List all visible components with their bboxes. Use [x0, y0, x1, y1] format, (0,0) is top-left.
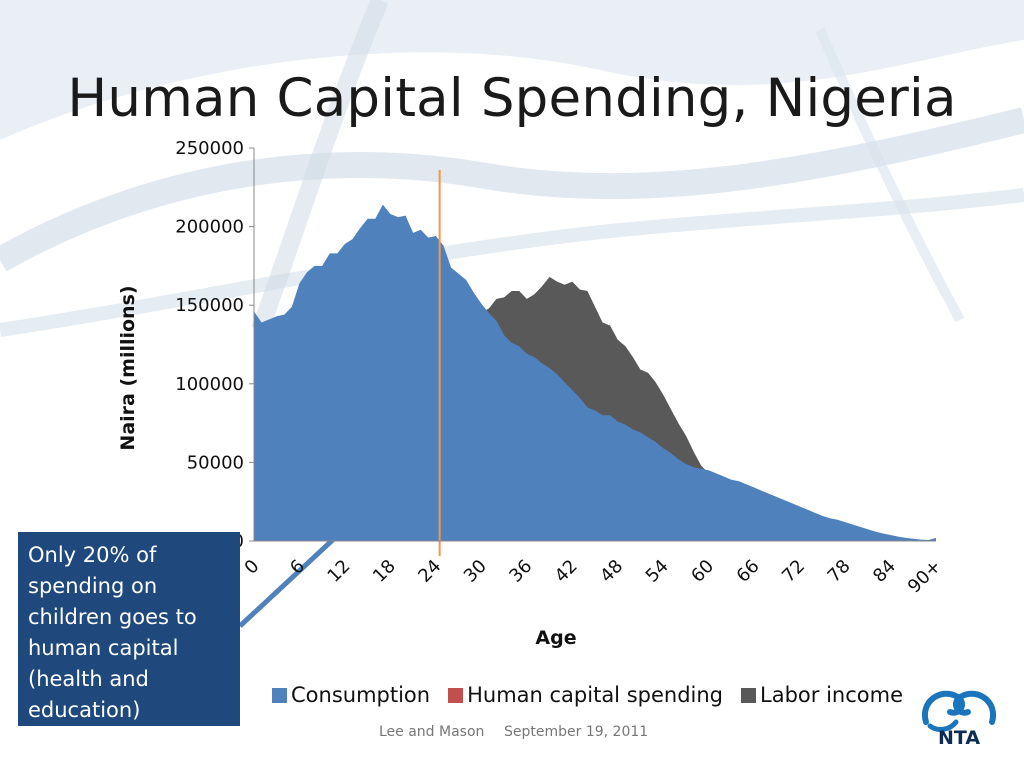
- y-tick-label: 100000: [175, 374, 244, 395]
- callout-text: Only 20% of spending on children goes to…: [28, 543, 197, 722]
- x-tick-label: 0: [241, 556, 264, 579]
- legend-label-consumption: Consumption: [291, 683, 431, 707]
- y-tick-labels: 050000100000150000200000250000: [175, 138, 254, 552]
- legend-label-human-capital: Human capital spending: [467, 683, 724, 707]
- x-tick-label: 30: [460, 556, 491, 587]
- area-consumption: [254, 204, 936, 542]
- footer-author: Lee and Mason: [379, 724, 485, 740]
- y-tick-label: 200000: [175, 217, 244, 238]
- nta-logo-icon: NTA: [921, 690, 997, 748]
- chart-axes: [253, 148, 936, 542]
- logo-text: NTA: [938, 727, 980, 748]
- x-tick-label: 90+: [904, 556, 946, 598]
- x-tick-label: 54: [642, 556, 673, 587]
- legend-swatch-labor-income: [741, 687, 757, 703]
- y-tick-label: 250000: [175, 138, 244, 159]
- legend-swatch-human-capital: [448, 687, 464, 703]
- x-tick-label: 48: [596, 556, 627, 587]
- x-tick-label: 60: [687, 556, 718, 587]
- y-tick-label: 150000: [175, 295, 244, 316]
- x-tick-label: 78: [824, 556, 855, 587]
- chart-legend: Consumption Human capital spending Labor…: [272, 683, 903, 707]
- y-tick-label: 50000: [187, 452, 244, 473]
- x-tick-label: 18: [369, 556, 400, 587]
- x-tick-label: 6: [286, 556, 309, 579]
- x-axis-title: Age: [535, 627, 576, 649]
- legend-item-human-capital: Human capital spending: [448, 683, 723, 707]
- callout-box: Only 20% of spending on children goes to…: [18, 532, 240, 726]
- legend-item-labor-income: Labor income: [741, 683, 903, 707]
- x-tick-labels: 0 6 12 18 24 30 36 42 48 54 60 66 72 78 84 90+: [241, 556, 946, 598]
- y-axis-title: Naira (millions): [117, 285, 139, 450]
- callout-arrow: [238, 533, 340, 628]
- x-tick-label: 66: [733, 556, 764, 587]
- x-tick-label: 42: [551, 556, 582, 587]
- slide-title: Human Capital Spending, Nigeria: [67, 68, 957, 129]
- plot-areas: [254, 170, 936, 556]
- callout-pointer: [238, 533, 340, 628]
- legend-label-labor-income: Labor income: [760, 683, 903, 707]
- x-tick-label: 84: [869, 556, 900, 587]
- legend-item-consumption: Consumption: [272, 683, 430, 707]
- x-tick-label: 72: [778, 556, 809, 587]
- footer-date: September 19, 2011: [504, 724, 649, 740]
- legend-swatch-consumption: [272, 687, 287, 703]
- x-tick-label: 36: [505, 556, 536, 587]
- x-tick-label: 12: [323, 556, 354, 587]
- x-tick-label: 24: [414, 556, 445, 587]
